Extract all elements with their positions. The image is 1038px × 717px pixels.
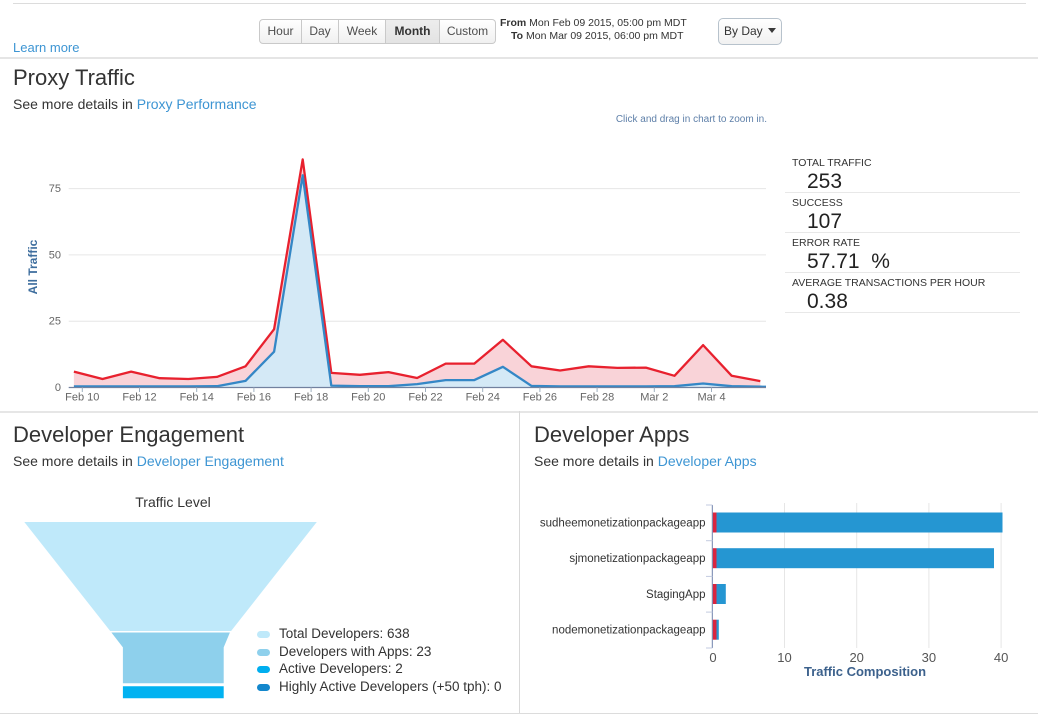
svg-text:Feb 18: Feb 18 (294, 392, 328, 404)
svg-text:Traffic Level: Traffic Level (135, 494, 210, 510)
svg-text:sudheemonetizationpackageapp: sudheemonetizationpackageapp (540, 518, 706, 530)
svg-text:All Traffic: All Traffic (26, 239, 40, 294)
svg-text:0: 0 (55, 382, 61, 394)
svg-text:nodemonetizationpackageapp: nodemonetizationpackageapp (552, 625, 705, 637)
svg-text:0: 0 (709, 650, 716, 665)
svg-text:Feb 28: Feb 28 (580, 392, 614, 404)
svg-text:StagingApp: StagingApp (646, 589, 705, 601)
svg-text:25: 25 (49, 316, 61, 328)
svg-text:10: 10 (777, 650, 791, 665)
svg-text:Feb 24: Feb 24 (466, 392, 500, 404)
svg-text:75: 75 (49, 183, 61, 195)
svg-text:Mar 2: Mar 2 (640, 392, 668, 404)
svg-text:Feb 20: Feb 20 (351, 392, 385, 404)
svg-text:30: 30 (922, 650, 936, 665)
svg-text:Traffic Composition: Traffic Composition (804, 664, 926, 679)
svg-text:Feb 16: Feb 16 (237, 392, 271, 404)
svg-text:sjmonetizationpackageapp: sjmonetizationpackageapp (569, 553, 705, 565)
svg-text:Feb 12: Feb 12 (122, 392, 156, 404)
svg-text:Feb 22: Feb 22 (408, 392, 442, 404)
svg-text:50: 50 (49, 249, 61, 261)
svg-text:Mar 4: Mar 4 (697, 392, 725, 404)
svg-text:Feb 26: Feb 26 (523, 392, 557, 404)
svg-text:40: 40 (994, 650, 1008, 665)
svg-text:Feb 10: Feb 10 (65, 392, 99, 404)
svg-text:20: 20 (849, 650, 863, 665)
svg-text:Feb 14: Feb 14 (180, 392, 214, 404)
